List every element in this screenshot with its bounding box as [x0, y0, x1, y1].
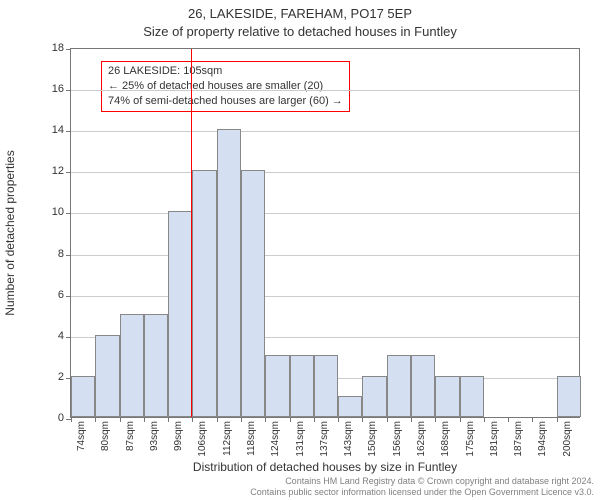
- footer-line1: Contains HM Land Registry data © Crown c…: [250, 476, 594, 487]
- y-tick-label: 14: [34, 124, 64, 136]
- x-tick-mark: [435, 417, 436, 422]
- histogram-bar: [435, 376, 459, 417]
- gridline: [71, 213, 579, 214]
- x-axis-label: Distribution of detached houses by size …: [70, 460, 580, 474]
- x-tick-label: 200sqm: [562, 421, 573, 461]
- y-tick-mark: [66, 255, 71, 256]
- x-tick-label: 143sqm: [343, 421, 354, 461]
- y-tick-label: 16: [34, 83, 64, 95]
- x-tick-mark: [168, 417, 169, 422]
- chart-container: 26, LAKESIDE, FAREHAM, PO17 5EP Size of …: [0, 0, 600, 500]
- marker-line: [191, 49, 192, 417]
- gridline: [71, 90, 579, 91]
- y-tick-label: 6: [34, 289, 64, 301]
- x-tick-label: 124sqm: [270, 421, 281, 461]
- x-tick-label: 106sqm: [197, 421, 208, 461]
- histogram-bar: [387, 355, 411, 417]
- y-tick-mark: [66, 90, 71, 91]
- x-tick-mark: [460, 417, 461, 422]
- x-tick-mark: [241, 417, 242, 422]
- x-tick-label: 175sqm: [465, 421, 476, 461]
- x-tick-mark: [362, 417, 363, 422]
- x-tick-label: 150sqm: [367, 421, 378, 461]
- x-tick-mark: [508, 417, 509, 422]
- histogram-bar: [217, 129, 241, 417]
- x-tick-mark: [411, 417, 412, 422]
- gridline: [71, 255, 579, 256]
- x-tick-mark: [314, 417, 315, 422]
- histogram-bar: [120, 314, 144, 417]
- gridline: [71, 131, 579, 132]
- x-tick-label: 156sqm: [392, 421, 403, 461]
- x-tick-label: 187sqm: [513, 421, 524, 461]
- annotation-line1: 26 LAKESIDE: 105sqm: [108, 64, 343, 79]
- x-tick-mark: [338, 417, 339, 422]
- gridline: [71, 296, 579, 297]
- histogram-bar: [241, 170, 265, 417]
- x-tick-mark: [265, 417, 266, 422]
- chart-title-address: 26, LAKESIDE, FAREHAM, PO17 5EP: [0, 6, 600, 21]
- y-tick-label: 18: [34, 42, 64, 54]
- histogram-bar: [557, 376, 581, 417]
- x-tick-label: 181sqm: [489, 421, 500, 461]
- y-tick-mark: [66, 49, 71, 50]
- x-tick-mark: [557, 417, 558, 422]
- histogram-bar: [314, 355, 338, 417]
- x-tick-label: 99sqm: [173, 421, 184, 461]
- x-tick-mark: [192, 417, 193, 422]
- histogram-bar: [71, 376, 95, 417]
- annotation-box: 26 LAKESIDE: 105sqm ← 25% of detached ho…: [101, 61, 350, 112]
- chart-subtitle: Size of property relative to detached ho…: [0, 24, 600, 39]
- x-tick-label: 93sqm: [149, 421, 160, 461]
- x-tick-label: 131sqm: [295, 421, 306, 461]
- histogram-bar: [95, 335, 119, 417]
- y-tick-mark: [66, 213, 71, 214]
- x-tick-mark: [71, 417, 72, 422]
- x-tick-mark: [144, 417, 145, 422]
- x-tick-label: 87sqm: [125, 421, 136, 461]
- y-tick-mark: [66, 337, 71, 338]
- histogram-bar: [144, 314, 168, 417]
- y-tick-label: 2: [34, 371, 64, 383]
- x-tick-mark: [120, 417, 121, 422]
- x-tick-label: 162sqm: [416, 421, 427, 461]
- x-tick-label: 112sqm: [222, 421, 233, 461]
- gridline: [71, 172, 579, 173]
- y-tick-mark: [66, 296, 71, 297]
- x-tick-mark: [387, 417, 388, 422]
- x-tick-mark: [290, 417, 291, 422]
- y-tick-mark: [66, 172, 71, 173]
- plot-area: 26 LAKESIDE: 105sqm ← 25% of detached ho…: [70, 48, 580, 418]
- x-tick-mark: [532, 417, 533, 422]
- x-tick-label: 118sqm: [246, 421, 257, 461]
- y-axis-label: Number of detached properties: [3, 150, 17, 315]
- footer-line2: Contains public sector information licen…: [250, 487, 594, 498]
- x-tick-mark: [217, 417, 218, 422]
- x-tick-label: 168sqm: [440, 421, 451, 461]
- y-tick-label: 8: [34, 248, 64, 260]
- y-tick-label: 4: [34, 330, 64, 342]
- histogram-bar: [168, 211, 192, 417]
- histogram-bar: [265, 355, 289, 417]
- x-tick-label: 137sqm: [319, 421, 330, 461]
- histogram-bar: [411, 355, 435, 417]
- annotation-line2: ← 25% of detached houses are smaller (20…: [108, 79, 343, 94]
- annotation-line3: 74% of semi-detached houses are larger (…: [108, 94, 343, 109]
- x-tick-label: 74sqm: [76, 421, 87, 461]
- y-tick-mark: [66, 131, 71, 132]
- histogram-bar: [362, 376, 386, 417]
- y-tick-label: 10: [34, 206, 64, 218]
- footer-attribution: Contains HM Land Registry data © Crown c…: [250, 476, 594, 498]
- x-tick-label: 80sqm: [100, 421, 111, 461]
- histogram-bar: [460, 376, 484, 417]
- y-tick-label: 12: [34, 165, 64, 177]
- x-tick-mark: [95, 417, 96, 422]
- x-tick-label: 194sqm: [537, 421, 548, 461]
- x-tick-mark: [484, 417, 485, 422]
- histogram-bar: [192, 170, 216, 417]
- histogram-bar: [338, 396, 362, 417]
- y-tick-label: 0: [34, 412, 64, 424]
- histogram-bar: [290, 355, 314, 417]
